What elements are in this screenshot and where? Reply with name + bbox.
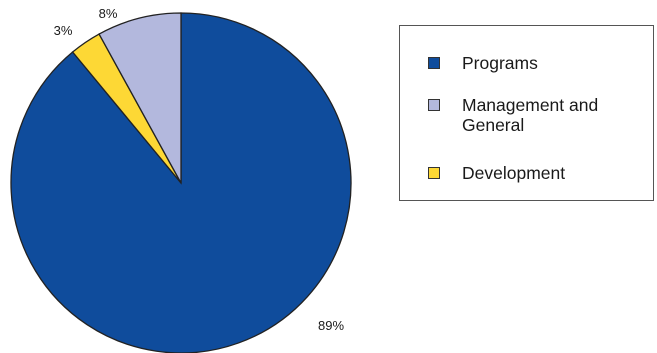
data-label-programs: 89%: [318, 318, 344, 333]
legend-label-programs: Programs: [462, 53, 538, 73]
legend-label-development: Development: [462, 163, 566, 183]
legend-item-development: Development: [428, 163, 652, 183]
legend-item-management-and-general: Management and General: [428, 95, 652, 135]
legend-swatch-management-and-general: [428, 99, 440, 111]
pie-slice-programs: [10, 12, 352, 353]
legend-label-management-and-general: Management and General: [462, 95, 599, 135]
legend-swatch-development: [428, 167, 440, 179]
data-label-development: 3%: [54, 23, 73, 38]
legend-swatch-programs: [428, 57, 440, 69]
chart-legend: Programs Management and General Developm…: [399, 25, 654, 201]
legend-item-programs: Programs: [428, 53, 652, 73]
data-label-management-and-general: 8%: [99, 6, 118, 21]
pie-slice-management-and-general: [98, 12, 182, 184]
